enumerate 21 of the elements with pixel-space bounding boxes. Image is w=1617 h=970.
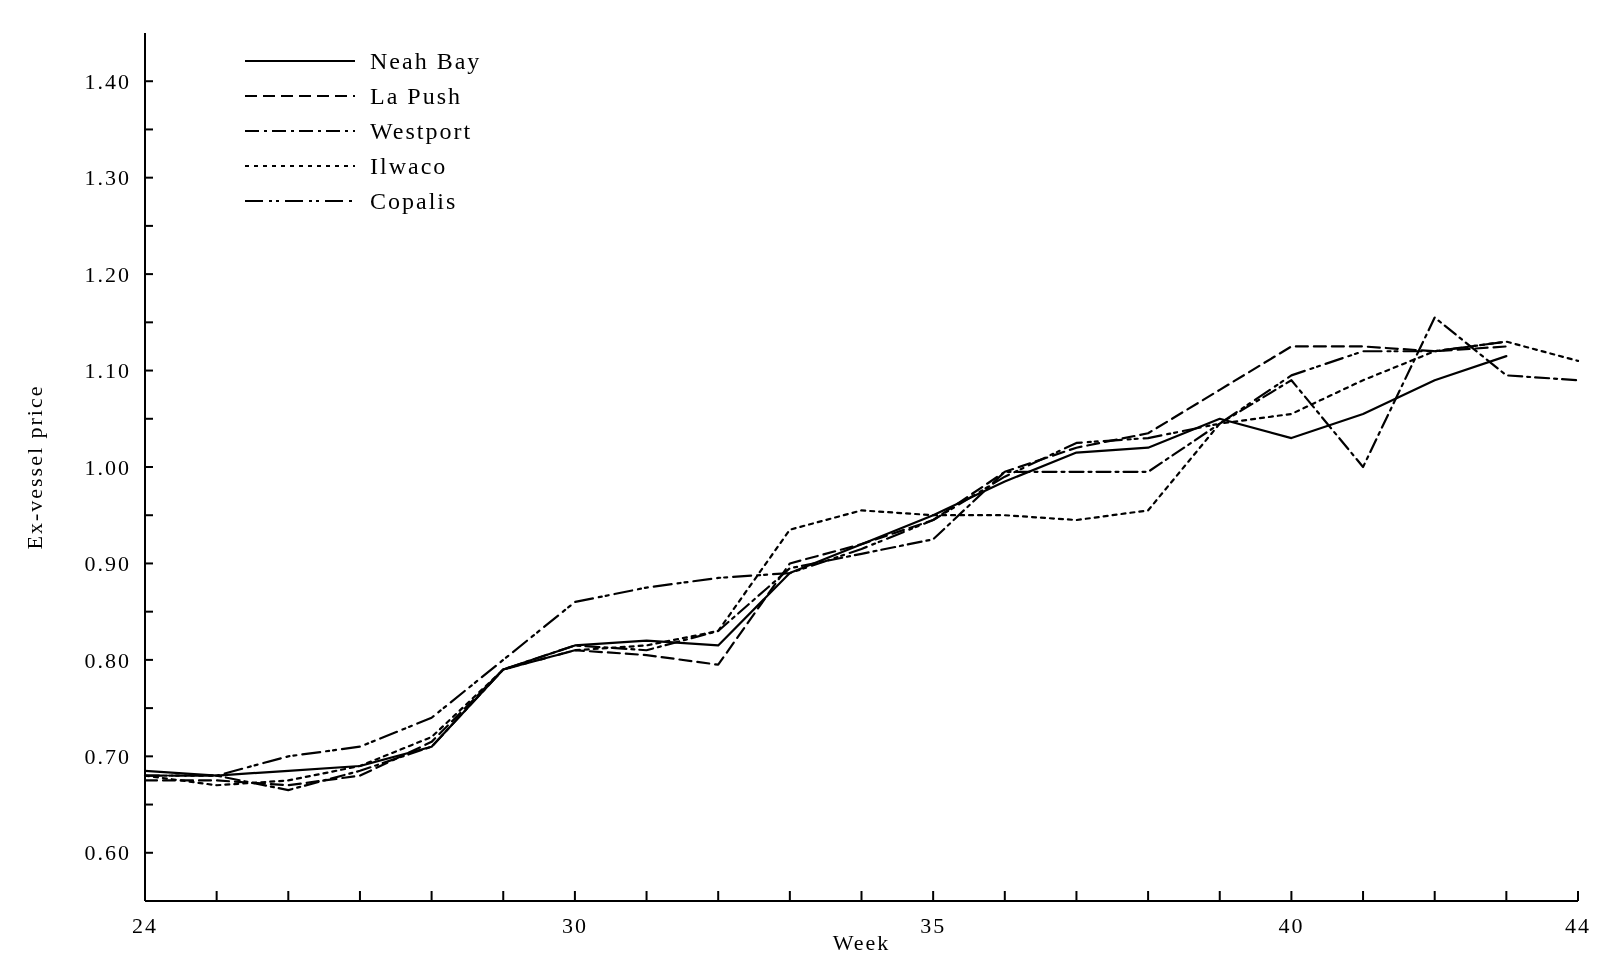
y-tick-label: 0.70 (84, 744, 131, 770)
y-tick-label: 0.90 (84, 551, 131, 577)
y-tick-label: 0.60 (84, 840, 131, 866)
x-tick-label: 44 (1565, 913, 1591, 938)
y-tick-label: 1.10 (84, 358, 131, 384)
x-tick-label: 40 (1278, 913, 1305, 938)
x-tick-label: 35 (920, 913, 947, 938)
x-tick-label: 30 (561, 913, 588, 938)
y-tick-label: 1.30 (84, 165, 131, 191)
x-axis-title: Week (832, 930, 891, 955)
legend-label: La Push (370, 83, 462, 110)
legend-label: Copalis (370, 188, 458, 215)
y-tick-label: 1.40 (84, 68, 131, 94)
y-tick-label: 1.20 (84, 261, 131, 287)
legend-label: Neah Bay (370, 48, 482, 75)
y-axis-title: Ex-vessel price (22, 384, 47, 550)
x-tick-label: 24 (132, 913, 158, 938)
legend-label: Ilwaco (370, 153, 448, 180)
y-tick-label: 0.80 (84, 647, 131, 673)
y-tick-label: 1.00 (84, 454, 131, 480)
legend-label: Westport (370, 118, 473, 145)
